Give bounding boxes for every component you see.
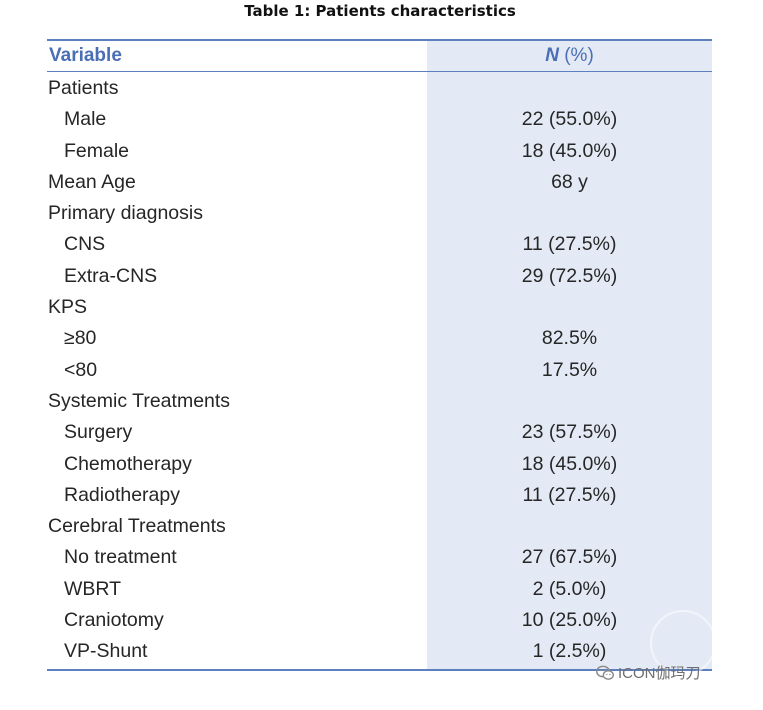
row-label: WBRT	[64, 577, 122, 600]
row-value: 11 (27.5%)	[522, 483, 617, 506]
row-label: Extra-CNS	[64, 264, 158, 287]
table-section-row: Cerebral Treatments	[47, 511, 712, 542]
table-top-rule	[47, 39, 712, 41]
row-value: 2 (5.0%)	[532, 577, 607, 600]
row-value: 82.5%	[541, 327, 598, 350]
row-value: 10 (25.0%)	[521, 609, 618, 632]
row-value: 1 (2.5%)	[532, 640, 607, 663]
table-body: Patients Male 22 (55.0%) Female 18 (45.0%) Me…	[47, 73, 712, 668]
row-label: Chemotherapy	[64, 452, 192, 475]
table-header-row: Variable N (%)	[47, 41, 712, 71]
row-label: Radiotherapy	[64, 483, 180, 506]
table-row: Female 18 (45.0%)	[47, 136, 712, 167]
row-value: 17.5%	[541, 358, 598, 381]
table-row: VP-Shunt 1 (2.5%)	[47, 636, 712, 667]
table-row: Surgery 23 (57.5%)	[47, 417, 712, 448]
table-row: <80 17.5%	[47, 355, 712, 386]
row-value: 18 (45.0%)	[521, 452, 618, 475]
row-label: Surgery	[64, 421, 133, 444]
table-row: Chemotherapy 18 (45.0%)	[47, 449, 712, 480]
table-row: WBRT 2 (5.0%)	[47, 574, 712, 605]
row-label: Patients	[48, 77, 119, 99]
header-n-symbol: N	[545, 45, 559, 66]
table-section-row: Patients	[47, 73, 712, 104]
table-row: Radiotherapy 11 (27.5%)	[47, 480, 712, 511]
watermark: ICON伽玛刀	[595, 662, 701, 685]
row-label: Female	[64, 139, 130, 162]
row-label: KPS	[48, 296, 88, 319]
row-label: No treatment	[64, 546, 177, 569]
table-row: Extra-CNS 29 (72.5%)	[47, 261, 712, 292]
row-value: 29 (72.5%)	[521, 264, 618, 287]
table-row: CNS 11 (27.5%)	[47, 229, 712, 260]
table-section-row: KPS	[47, 292, 712, 323]
row-label: Systemic Treatments	[48, 389, 231, 412]
table-row: ≥80 82.5%	[47, 323, 712, 354]
row-label: Male	[64, 108, 107, 131]
row-label: Primary diagnosis	[48, 202, 203, 225]
watermark-text: ICON伽玛刀	[618, 665, 701, 682]
wechat-icon	[595, 665, 615, 685]
table-section-row: Mean Age 68 y	[47, 167, 712, 198]
row-label: Mean Age	[48, 170, 136, 193]
row-value: 18 (45.0%)	[521, 139, 618, 162]
row-label: Cerebral Treatments	[48, 515, 226, 538]
row-value: 22 (55.0%)	[521, 108, 618, 131]
table-row: No treatment 27 (67.5%)	[47, 542, 712, 573]
row-value: 11 (27.5%)	[522, 233, 617, 256]
table-caption: Table 1: Patients characteristics	[244, 2, 516, 20]
table-section-row: Systemic Treatments	[47, 386, 712, 417]
table-row: Male 22 (55.0%)	[47, 104, 712, 135]
row-value: 68 y	[551, 170, 588, 193]
header-percent-suffix: (%)	[558, 45, 594, 66]
row-label: ≥80	[64, 327, 97, 350]
table-bottom-rule	[47, 669, 712, 671]
header-n-percent: N (%)	[427, 41, 712, 71]
row-value: 27 (67.5%)	[521, 546, 618, 569]
row-value: 23 (57.5%)	[521, 421, 618, 444]
watermark-seal-logo	[650, 610, 716, 676]
table-row: Craniotomy 10 (25.0%)	[47, 605, 712, 636]
value-column-shading	[427, 39, 712, 671]
header-variable: Variable	[49, 45, 122, 66]
table-section-row: Primary diagnosis	[47, 198, 712, 229]
table-header-rule	[47, 71, 712, 72]
row-label: CNS	[64, 233, 106, 256]
row-label: <80	[64, 358, 98, 381]
row-label: VP-Shunt	[64, 640, 148, 663]
row-label: Craniotomy	[64, 609, 164, 632]
